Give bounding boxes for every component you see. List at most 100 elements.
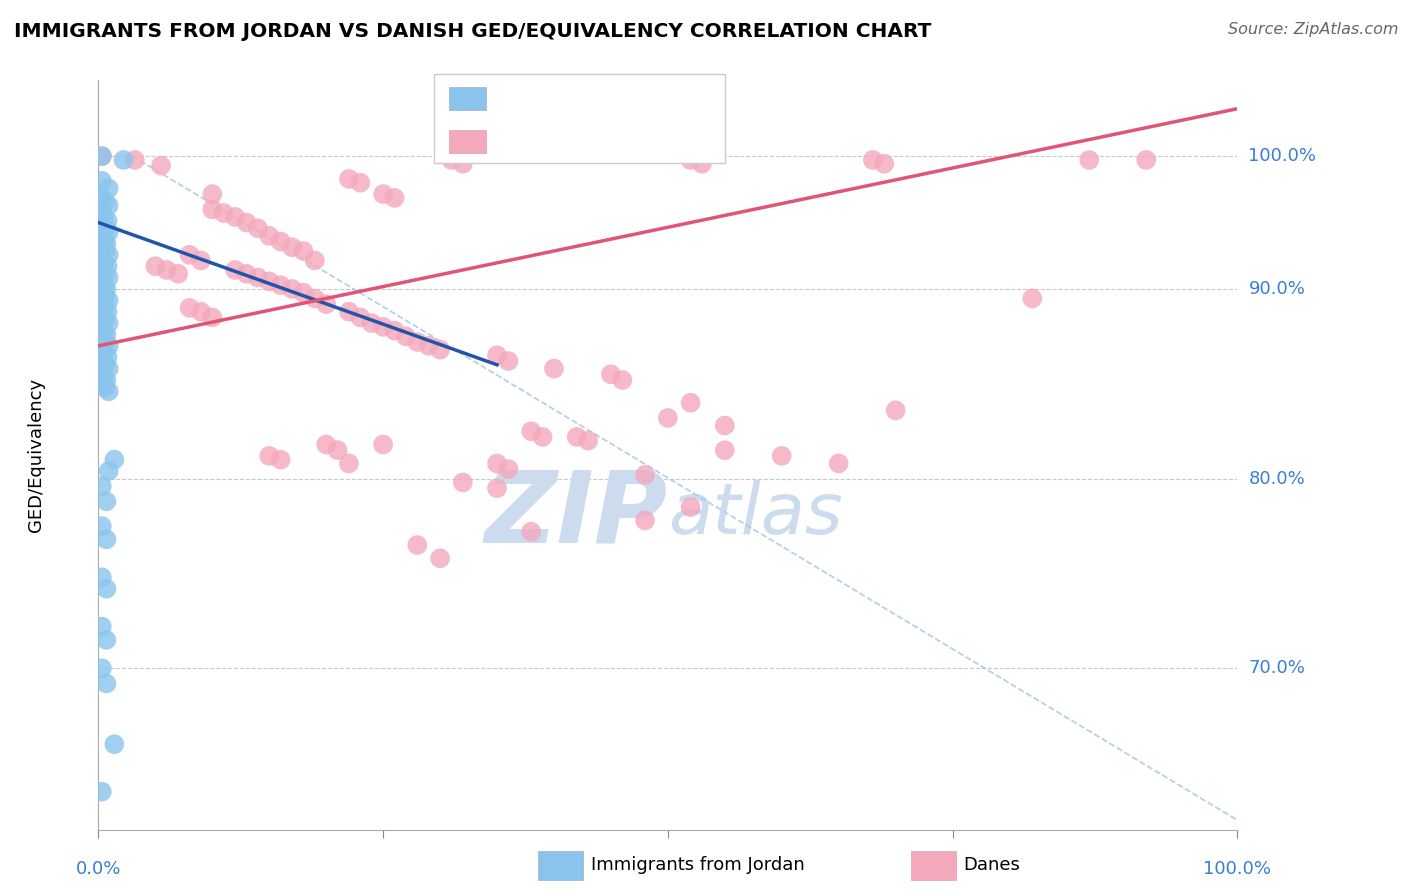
Point xyxy=(94,289,117,303)
Point xyxy=(93,233,115,247)
Point xyxy=(97,248,120,262)
Point xyxy=(406,538,429,552)
Point xyxy=(224,263,246,277)
Point xyxy=(486,348,509,362)
Text: N =  71: N = 71 xyxy=(628,90,696,108)
Point xyxy=(371,187,394,202)
Point xyxy=(360,316,382,330)
Text: 90.0%: 90.0% xyxy=(1249,280,1305,298)
Point xyxy=(679,396,702,410)
Point xyxy=(97,225,120,239)
Point xyxy=(90,309,112,323)
Point xyxy=(1135,153,1157,167)
Point xyxy=(90,218,112,232)
Text: Danes: Danes xyxy=(963,856,1019,874)
Point xyxy=(103,452,125,467)
Point xyxy=(90,191,112,205)
Point xyxy=(90,174,112,188)
Point xyxy=(90,354,112,368)
Point xyxy=(520,524,543,539)
Point xyxy=(190,253,212,268)
Point xyxy=(94,358,117,372)
Point xyxy=(96,213,118,227)
Point xyxy=(96,632,118,647)
Point xyxy=(1021,292,1043,306)
Point xyxy=(212,206,235,220)
Point xyxy=(292,244,315,258)
Text: 100.0%: 100.0% xyxy=(1204,860,1271,878)
Point xyxy=(714,443,737,458)
Point xyxy=(657,411,679,425)
Point xyxy=(93,210,115,224)
Point xyxy=(97,361,120,376)
Point xyxy=(91,309,114,323)
Point xyxy=(94,267,117,281)
Point xyxy=(862,153,884,167)
Point xyxy=(93,324,115,338)
Point xyxy=(531,430,554,444)
Point xyxy=(714,418,737,433)
Point xyxy=(384,324,406,338)
Point xyxy=(96,582,118,596)
Point xyxy=(634,513,657,527)
Point xyxy=(96,304,118,318)
Point xyxy=(90,240,112,254)
Point xyxy=(201,310,224,325)
Point xyxy=(96,282,118,296)
Point xyxy=(418,339,440,353)
Point xyxy=(576,434,599,448)
Text: 80.0%: 80.0% xyxy=(1249,469,1305,488)
Point xyxy=(384,191,406,205)
Point xyxy=(337,172,360,186)
Point xyxy=(326,443,349,458)
Point xyxy=(828,457,851,471)
Point xyxy=(94,244,117,258)
Point xyxy=(179,301,201,315)
Point xyxy=(543,361,565,376)
Point xyxy=(96,676,118,690)
Point xyxy=(224,210,246,224)
Point xyxy=(486,457,509,471)
Point xyxy=(371,437,394,451)
Point xyxy=(451,475,474,490)
Point xyxy=(97,293,120,308)
Point xyxy=(315,437,337,451)
Point xyxy=(304,253,326,268)
Text: Source: ZipAtlas.com: Source: ZipAtlas.com xyxy=(1229,22,1399,37)
Point xyxy=(90,784,112,798)
Point xyxy=(498,354,520,368)
Point xyxy=(90,228,112,243)
Point xyxy=(371,319,394,334)
Point xyxy=(235,267,257,281)
Text: 70.0%: 70.0% xyxy=(1249,659,1305,677)
Point xyxy=(96,350,118,364)
Point xyxy=(770,449,793,463)
Point xyxy=(96,327,118,342)
Point xyxy=(167,267,190,281)
Point xyxy=(90,376,112,391)
Point xyxy=(270,278,292,293)
Point xyxy=(112,153,135,167)
Point xyxy=(612,373,634,387)
Point xyxy=(96,533,118,547)
Point xyxy=(90,263,112,277)
Point xyxy=(90,274,112,288)
Point xyxy=(90,570,112,584)
Point xyxy=(690,157,713,171)
Point xyxy=(440,153,463,167)
Text: R =  0.452: R = 0.452 xyxy=(491,134,588,152)
Point xyxy=(94,312,117,326)
Point xyxy=(429,343,451,357)
Point xyxy=(634,467,657,482)
Point xyxy=(395,329,418,343)
Point xyxy=(90,479,112,493)
Point xyxy=(1078,153,1101,167)
Point xyxy=(337,304,360,318)
Point xyxy=(190,304,212,318)
Point xyxy=(94,334,117,349)
Text: IMMIGRANTS FROM JORDAN VS DANISH GED/EQUIVALENCY CORRELATION CHART: IMMIGRANTS FROM JORDAN VS DANISH GED/EQU… xyxy=(14,22,931,41)
Point xyxy=(679,500,702,514)
FancyBboxPatch shape xyxy=(449,87,485,110)
Point xyxy=(97,339,120,353)
Point xyxy=(97,384,120,399)
